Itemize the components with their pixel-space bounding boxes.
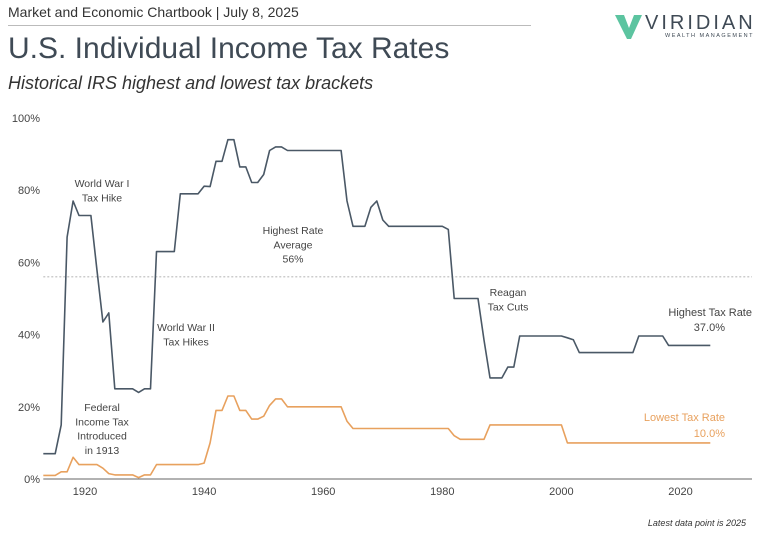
lowest-rate-value: 10.0%: [694, 428, 725, 440]
annotation-fed: Introduced: [77, 431, 127, 443]
annotation-avg: Highest Rate: [263, 225, 324, 237]
x-tick-label: 1940: [192, 486, 216, 498]
highest-rate-value: 37.0%: [694, 322, 725, 334]
y-tick-label: 40%: [18, 330, 40, 342]
x-tick-label: 2020: [668, 486, 692, 498]
x-tick-label: 1960: [311, 486, 335, 498]
annotation-reagan: Tax Cuts: [488, 301, 529, 313]
logo-wordmark: VIRIDIAN: [645, 12, 756, 34]
y-tick-label: 60%: [18, 257, 40, 269]
annotation-wwi: Tax Hike: [82, 192, 122, 204]
x-tick-label: 2000: [549, 486, 573, 498]
footnote: Latest data point is 2025: [647, 518, 746, 528]
annotation-fed: Federal: [84, 402, 120, 414]
annotation-fed: Income Tax: [75, 416, 129, 428]
lowest-rate-label: Lowest Tax Rate: [644, 412, 725, 424]
y-tick-label: 0%: [24, 474, 40, 486]
annotation-wwii: World War II: [157, 322, 215, 334]
highest-rate-line: [43, 138, 711, 455]
annotation-reagan: Reagan: [490, 287, 527, 299]
annotation-avg: Average: [274, 239, 313, 251]
annotation-wwi: World War I: [75, 178, 130, 190]
x-tick-label: 1920: [73, 486, 97, 498]
viridian-logo: VIRIDIAN WEALTH MANAGEMENT: [615, 12, 755, 42]
annotation-wwii: Tax Hikes: [163, 336, 209, 348]
annotation-avg: 56%: [282, 254, 303, 266]
chartbook-header: Market and Economic Chartbook | July 8, …: [8, 4, 299, 20]
chart-subtitle: Historical IRS highest and lowest tax br…: [8, 73, 374, 93]
y-tick-label: 20%: [18, 402, 40, 414]
logo-tagline: WEALTH MANAGEMENT: [665, 33, 754, 39]
y-tick-label: 100%: [12, 113, 40, 125]
highest-rate-label: Highest Tax Rate: [668, 307, 752, 319]
lowest-rate-line: [43, 395, 711, 479]
header-divider: [8, 25, 531, 26]
annotation-fed: in 1913: [85, 445, 120, 457]
viridian-v-icon: [615, 15, 642, 39]
chart-title: U.S. Individual Income Tax Rates: [8, 32, 450, 65]
x-tick-label: 1980: [430, 486, 454, 498]
y-tick-label: 80%: [18, 185, 40, 197]
